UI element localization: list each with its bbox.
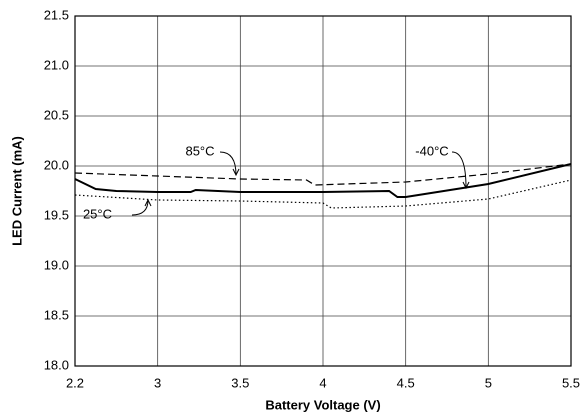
y-tick-label: 20.0 xyxy=(44,157,69,172)
annotation-label: -40°C xyxy=(415,143,448,158)
x-axis-title: Battery Voltage (V) xyxy=(265,397,380,412)
y-tick-label: 18.5 xyxy=(44,307,69,322)
plot-frame xyxy=(74,15,572,367)
line-series xyxy=(74,163,572,198)
arrow-head xyxy=(462,181,470,190)
x-tick-label: 5 xyxy=(485,375,492,390)
x-tick-label: 4 xyxy=(319,375,326,390)
y-tick-label: 21.0 xyxy=(44,57,69,72)
x-tick-label: 4.5 xyxy=(397,375,415,390)
x-tick-label: 5.5 xyxy=(562,375,580,390)
arrow-head xyxy=(232,168,240,177)
line-series xyxy=(74,163,572,186)
arrow-head xyxy=(144,198,152,207)
x-tick-label: 3 xyxy=(154,375,161,390)
y-tick-label: 19.0 xyxy=(44,257,69,272)
line-series xyxy=(74,179,572,209)
y-tick-label: 21.5 xyxy=(44,7,69,22)
annotation-label: 85°C xyxy=(185,143,214,158)
y-tick-label: 19.5 xyxy=(44,207,69,222)
y-axis-title: LED Current (mA) xyxy=(9,136,24,246)
x-tick-label: 3.5 xyxy=(231,375,249,390)
annotation-arrow xyxy=(131,199,149,216)
annotation-arrow xyxy=(219,151,237,176)
x-tick-label: 2.2 xyxy=(66,375,84,390)
y-tick-label: 20.5 xyxy=(44,107,69,122)
annotation-label: 25°C xyxy=(83,206,112,221)
y-tick-label: 18.0 xyxy=(44,357,69,372)
annotation-arrow xyxy=(451,151,467,189)
